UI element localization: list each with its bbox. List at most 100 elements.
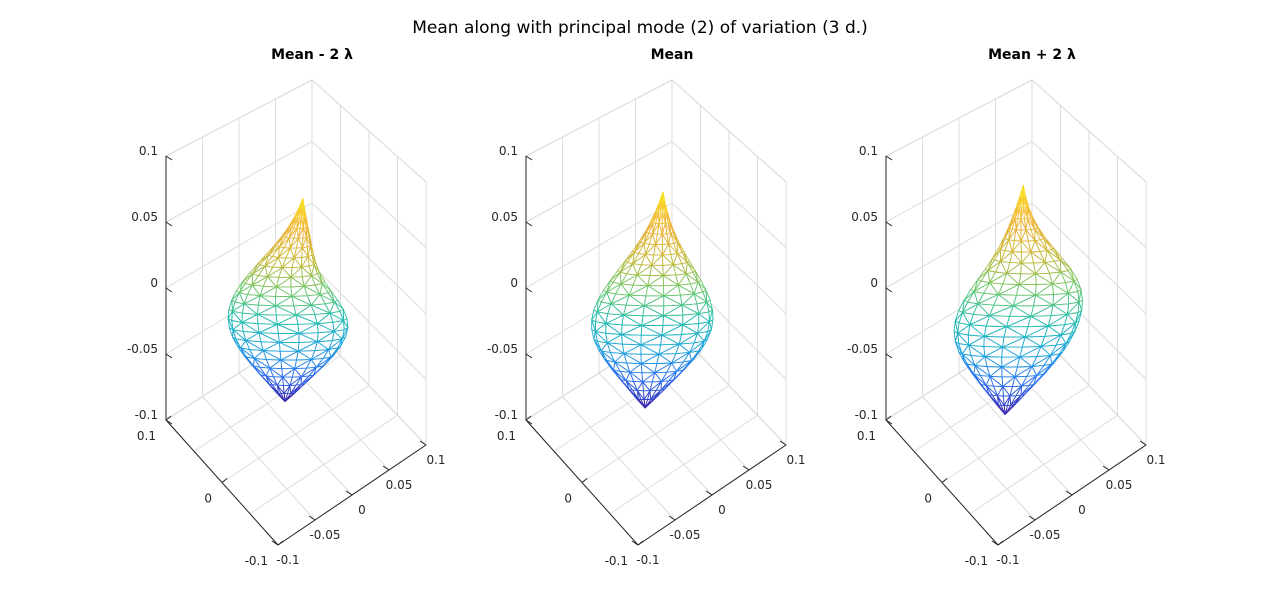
x-grid-line xyxy=(553,105,701,452)
mesh-face xyxy=(655,201,660,213)
mesh-face xyxy=(259,373,270,385)
mesh-face xyxy=(342,308,348,321)
y-tick xyxy=(308,515,316,521)
z-tick-label: -0.1 xyxy=(135,408,158,422)
z-tick-label: 0.05 xyxy=(851,210,878,224)
z-tick xyxy=(165,155,173,161)
z-tick xyxy=(165,419,173,425)
mesh-face xyxy=(266,244,276,256)
mesh-face xyxy=(985,257,993,271)
x-tick xyxy=(165,415,172,421)
z-tick-label: -0.05 xyxy=(127,342,158,356)
mesh-face xyxy=(953,320,959,334)
axes-3: -0.1 -0.05 0 0.05 0.1 0.1 0 -0.1 -0.1 -0.05 0 0.05 0… xyxy=(847,47,1166,568)
x-tick-label: 0 xyxy=(924,492,932,506)
z-tick-label: -0.05 xyxy=(487,342,518,356)
z-tick xyxy=(885,419,893,425)
mesh-surface xyxy=(227,198,349,402)
mesh-face xyxy=(979,382,990,395)
x-tick-label: -0.1 xyxy=(605,554,628,568)
z-tick-label: 0 xyxy=(870,276,878,290)
z-grid-line xyxy=(165,79,427,183)
z-tick-label: 0 xyxy=(510,276,518,290)
axis-lines xyxy=(525,155,787,546)
tick-labels: -0.1 -0.05 0 0.05 0.1 0.1 0 -0.1 -0.1 -0.05 0 0.05 0… xyxy=(487,144,806,568)
x-grid-line xyxy=(581,131,730,483)
mesh-face xyxy=(632,240,640,253)
y-tick-label: 0.1 xyxy=(1146,453,1165,467)
y-tick xyxy=(1028,515,1036,521)
y-tick-label: 0 xyxy=(358,503,366,517)
mesh-face xyxy=(998,237,1005,250)
mesh-face xyxy=(617,260,626,273)
y-tick xyxy=(419,440,427,446)
y-tick xyxy=(1139,440,1147,446)
y-tick xyxy=(742,465,750,471)
mesh-face xyxy=(1019,185,1024,197)
y-tick-label: -0.1 xyxy=(276,553,299,567)
mesh-face xyxy=(249,262,259,275)
y-tick xyxy=(991,540,999,546)
mesh-surface xyxy=(591,191,714,409)
y-tick xyxy=(1102,465,1110,471)
y-tick-label: 0.05 xyxy=(1106,478,1133,492)
y-tick xyxy=(779,440,787,446)
x-tick-label: -0.1 xyxy=(965,554,988,568)
x-grid-line xyxy=(221,131,370,483)
x-tick-label: 0.1 xyxy=(137,429,156,443)
x-tick xyxy=(581,478,588,483)
mesh-face xyxy=(970,278,979,292)
z-tick xyxy=(525,287,533,293)
z-tick xyxy=(525,155,533,161)
z-tick xyxy=(165,221,173,227)
mesh-face xyxy=(593,299,599,313)
x-tick-label: 0.1 xyxy=(857,429,876,443)
z-tick xyxy=(885,353,893,359)
z-tick-label: -0.1 xyxy=(855,408,878,422)
axis-lines xyxy=(165,155,427,546)
z-tick-label: 0.1 xyxy=(499,144,518,158)
y-tick xyxy=(631,540,639,546)
x-tick-label: 0 xyxy=(564,492,572,506)
x-tick xyxy=(525,415,532,421)
z-tick-label: 0.1 xyxy=(859,144,878,158)
y-tick xyxy=(668,515,676,521)
mesh-face xyxy=(1016,195,1021,208)
z-tick xyxy=(525,221,533,227)
y-tick-label: -0.05 xyxy=(669,528,700,542)
x-tick-label: 0 xyxy=(204,492,212,506)
x-grid-line xyxy=(193,105,341,452)
mesh-face xyxy=(603,358,615,371)
z-tick-label: -0.1 xyxy=(495,408,518,422)
mesh-face xyxy=(619,378,630,390)
z-tick xyxy=(885,221,893,227)
mesh-face xyxy=(282,225,290,237)
y-tick-label: -0.1 xyxy=(996,553,1019,567)
x-tick xyxy=(885,415,892,421)
mesh-face xyxy=(243,354,254,367)
mesh-face xyxy=(954,341,963,355)
mesh-face xyxy=(232,336,242,349)
y-tick-label: 0.1 xyxy=(786,453,805,467)
y-tick xyxy=(705,490,713,496)
x-tick xyxy=(941,478,948,483)
x-grid-line xyxy=(969,156,1118,515)
x-tick xyxy=(221,478,228,483)
axis-lines xyxy=(885,155,1147,546)
y-tick-label: -0.1 xyxy=(636,553,659,567)
z-tick xyxy=(885,287,893,293)
y-tick-label: 0 xyxy=(718,503,726,517)
subplot-title: Mean - 2 λ xyxy=(271,47,353,63)
tick-labels: -0.1 -0.05 0 0.05 0.1 0.1 0 -0.1 -0.1 -0.05 0 0.05 0… xyxy=(127,144,446,568)
z-tick-label: 0 xyxy=(150,276,158,290)
x-grid-line xyxy=(941,131,1090,483)
mesh-face xyxy=(228,299,233,312)
y-tick-label: 0.1 xyxy=(426,453,445,467)
mesh-face xyxy=(293,207,300,218)
mesh-face xyxy=(227,318,234,331)
x-tick-label: -0.1 xyxy=(245,554,268,568)
mesh-face xyxy=(958,299,965,313)
z-tick xyxy=(885,155,893,161)
y-tick-label: 0 xyxy=(1078,503,1086,517)
